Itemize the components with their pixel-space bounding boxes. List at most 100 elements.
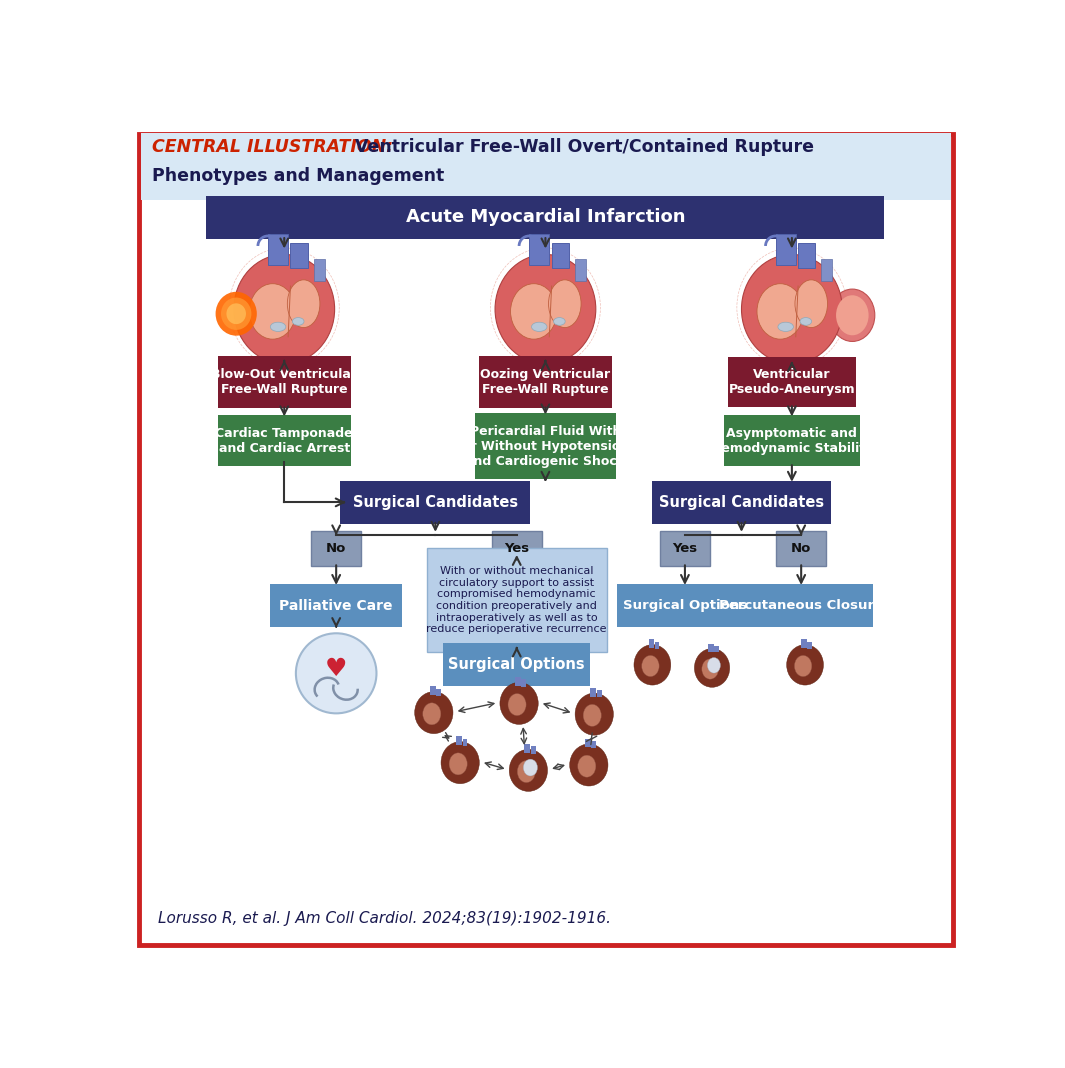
FancyBboxPatch shape	[492, 531, 541, 566]
Ellipse shape	[554, 317, 566, 326]
FancyBboxPatch shape	[708, 644, 714, 651]
Ellipse shape	[510, 284, 557, 340]
Ellipse shape	[449, 753, 468, 775]
Text: Oozing Ventricular
Free-Wall Rupture: Oozing Ventricular Free-Wall Rupture	[480, 368, 610, 396]
Ellipse shape	[584, 705, 602, 726]
Text: Cardiac Tamponade
and Cardiac Arrest: Cardiac Tamponade and Cardiac Arrest	[215, 427, 354, 455]
FancyBboxPatch shape	[715, 646, 719, 653]
FancyBboxPatch shape	[427, 548, 607, 653]
Ellipse shape	[423, 703, 441, 725]
FancyBboxPatch shape	[655, 642, 659, 648]
Circle shape	[296, 633, 376, 713]
Text: Surgical Options: Surgical Options	[448, 657, 585, 672]
Ellipse shape	[634, 645, 671, 685]
FancyBboxPatch shape	[590, 688, 596, 696]
FancyBboxPatch shape	[217, 356, 350, 408]
Text: Ventricular
Pseudo-Aneurysm: Ventricular Pseudo-Aneurysm	[728, 368, 855, 396]
Ellipse shape	[577, 755, 596, 778]
FancyBboxPatch shape	[591, 741, 596, 749]
FancyBboxPatch shape	[475, 413, 616, 478]
FancyBboxPatch shape	[596, 690, 602, 697]
Ellipse shape	[271, 323, 285, 331]
FancyBboxPatch shape	[730, 584, 873, 627]
FancyBboxPatch shape	[217, 415, 350, 467]
Text: Pericardial Fluid With
or Without Hypotension
and Cardiogenic Shock: Pericardial Fluid With or Without Hypote…	[462, 425, 629, 468]
FancyBboxPatch shape	[515, 677, 521, 686]
Text: Lorusso R, et al. J Am Coll Cardiol. 2024;83(19):1902-1916.: Lorusso R, et al. J Am Coll Cardiol. 202…	[158, 911, 611, 926]
Text: Yes: Yes	[672, 543, 698, 555]
Text: No: No	[791, 543, 812, 555]
FancyBboxPatch shape	[314, 260, 325, 281]
FancyBboxPatch shape	[807, 642, 812, 648]
FancyBboxPatch shape	[430, 687, 436, 695]
FancyBboxPatch shape	[456, 736, 462, 745]
FancyBboxPatch shape	[617, 584, 753, 627]
Text: Palliative Care: Palliative Care	[279, 598, 393, 613]
Ellipse shape	[548, 280, 581, 328]
Ellipse shape	[777, 323, 793, 331]
FancyBboxPatch shape	[462, 739, 468, 745]
FancyBboxPatch shape	[522, 679, 526, 687]
FancyBboxPatch shape	[724, 415, 859, 467]
FancyBboxPatch shape	[552, 242, 569, 267]
FancyBboxPatch shape	[798, 242, 815, 267]
FancyBboxPatch shape	[443, 643, 590, 686]
FancyBboxPatch shape	[585, 739, 591, 748]
FancyBboxPatch shape	[776, 531, 826, 566]
Ellipse shape	[495, 254, 595, 364]
Ellipse shape	[234, 254, 334, 364]
FancyBboxPatch shape	[437, 689, 441, 696]
FancyBboxPatch shape	[530, 747, 536, 754]
Ellipse shape	[414, 692, 453, 734]
Text: Ventricular Free-Wall Overt/Contained Rupture: Ventricular Free-Wall Overt/Contained Ru…	[348, 138, 814, 156]
FancyBboxPatch shape	[575, 260, 586, 281]
Ellipse shape	[518, 760, 536, 783]
Text: With or without mechanical
circulatory support to assist
compromised hemodynamic: With or without mechanical circulatory s…	[426, 566, 607, 634]
FancyBboxPatch shape	[207, 195, 885, 239]
FancyBboxPatch shape	[524, 744, 530, 753]
Ellipse shape	[499, 682, 538, 724]
Ellipse shape	[227, 303, 246, 324]
FancyBboxPatch shape	[291, 242, 308, 267]
Ellipse shape	[575, 693, 613, 735]
Ellipse shape	[757, 284, 803, 340]
Text: Surgical Candidates: Surgical Candidates	[659, 494, 824, 509]
Text: ♥: ♥	[325, 657, 347, 680]
FancyBboxPatch shape	[660, 531, 709, 566]
FancyBboxPatch shape	[653, 481, 831, 524]
FancyBboxPatch shape	[801, 640, 807, 648]
Text: No: No	[326, 543, 346, 555]
Ellipse shape	[523, 759, 538, 776]
Ellipse shape	[702, 659, 719, 679]
FancyBboxPatch shape	[649, 640, 654, 648]
Ellipse shape	[222, 298, 251, 330]
Ellipse shape	[707, 658, 720, 673]
FancyBboxPatch shape	[479, 356, 612, 408]
Ellipse shape	[836, 295, 869, 335]
Ellipse shape	[293, 317, 304, 326]
Ellipse shape	[794, 280, 828, 328]
Ellipse shape	[441, 741, 479, 784]
Text: Surgical Candidates: Surgical Candidates	[353, 494, 518, 509]
Text: Asymptomatic and
Hemodynamic Stability: Asymptomatic and Hemodynamic Stability	[710, 427, 873, 455]
Ellipse shape	[508, 693, 526, 716]
Ellipse shape	[741, 254, 842, 364]
Ellipse shape	[570, 744, 608, 786]
Ellipse shape	[694, 648, 730, 688]
Text: Phenotypes and Management: Phenotypes and Management	[152, 168, 445, 186]
Text: CENTRAL ILLUSTRATION:: CENTRAL ILLUSTRATION:	[152, 138, 394, 156]
FancyBboxPatch shape	[311, 531, 361, 566]
Ellipse shape	[794, 656, 812, 677]
Ellipse shape	[249, 284, 296, 340]
FancyBboxPatch shape	[728, 357, 856, 407]
Ellipse shape	[787, 645, 823, 685]
FancyBboxPatch shape	[341, 481, 530, 524]
Text: Yes: Yes	[504, 543, 529, 555]
FancyBboxPatch shape	[821, 260, 832, 281]
Ellipse shape	[531, 323, 547, 331]
Text: Acute Myocardial Infarction: Acute Myocardial Infarction	[406, 208, 685, 226]
FancyBboxPatch shape	[775, 234, 796, 265]
Ellipse shape	[642, 656, 659, 677]
FancyBboxPatch shape	[271, 584, 403, 627]
FancyBboxPatch shape	[138, 134, 953, 945]
